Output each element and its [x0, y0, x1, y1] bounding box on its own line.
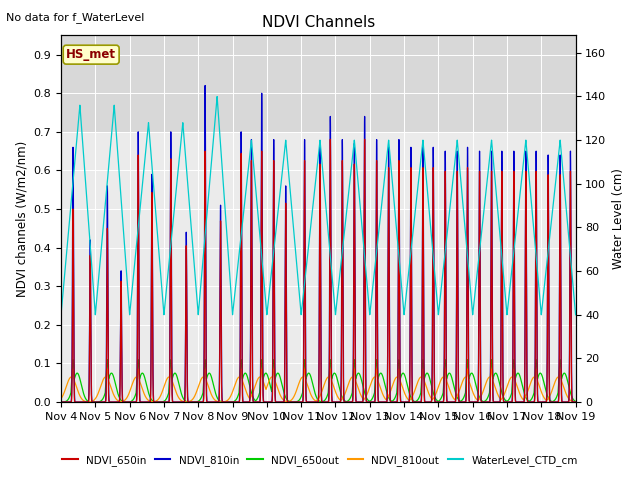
Text: No data for f_WaterLevel: No data for f_WaterLevel [6, 12, 145, 23]
Text: HS_met: HS_met [66, 48, 116, 61]
Y-axis label: Water Level (cm): Water Level (cm) [612, 168, 625, 269]
Y-axis label: NDVI channels (W/m2/nm): NDVI channels (W/m2/nm) [15, 141, 28, 297]
Title: NDVI Channels: NDVI Channels [262, 15, 375, 30]
Legend: NDVI_650in, NDVI_810in, NDVI_650out, NDVI_810out, WaterLevel_CTD_cm: NDVI_650in, NDVI_810in, NDVI_650out, NDV… [58, 451, 582, 470]
Bar [61, 36, 575, 132]
